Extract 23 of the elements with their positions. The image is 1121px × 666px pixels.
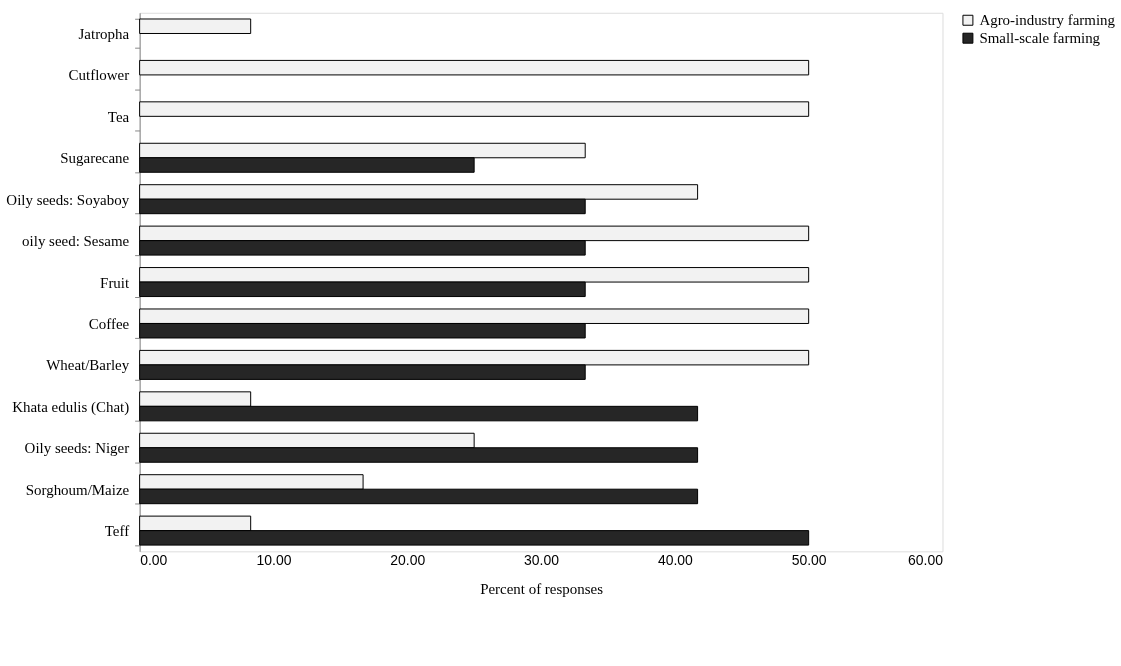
- y-tick-label: Jatropha: [78, 25, 130, 42]
- x-tick-label: 0.00: [140, 551, 168, 568]
- legend-label: Small-scale farming: [979, 30, 1101, 47]
- x-tick-label: 40.00: [657, 551, 694, 568]
- y-tick-label: Fruit: [100, 274, 130, 291]
- y-tick-label: Sorghoum/Maize: [25, 481, 130, 498]
- y-tick-label: Coffee: [88, 315, 130, 332]
- legend-label: Agro-industry farming: [979, 12, 1116, 29]
- x-tick-label: 50.00: [791, 551, 827, 568]
- x-axis-title: Percent of responses: [480, 580, 604, 597]
- y-tick-label: Tea: [107, 108, 130, 125]
- x-tick-label: 30.00: [524, 551, 560, 568]
- y-tick-label: Wheat/Barley: [46, 357, 130, 374]
- y-tick-label: Sugarecane: [60, 150, 130, 167]
- x-tick-label: 60.00: [908, 551, 944, 568]
- y-tick-label: Khata edulis (Chat): [12, 398, 130, 416]
- y-tick-label: Cutflower: [68, 67, 130, 84]
- y-tick-label: oily seed: Sesame: [22, 233, 130, 250]
- y-tick-label: Oily seeds: Niger: [24, 440, 130, 457]
- y-tick-label: Teff: [104, 523, 130, 540]
- x-tick-label: 10.00: [256, 551, 292, 568]
- x-tick-label: 20.00: [390, 551, 426, 568]
- y-tick-label: Oily seeds: Soyaboy: [6, 191, 130, 208]
